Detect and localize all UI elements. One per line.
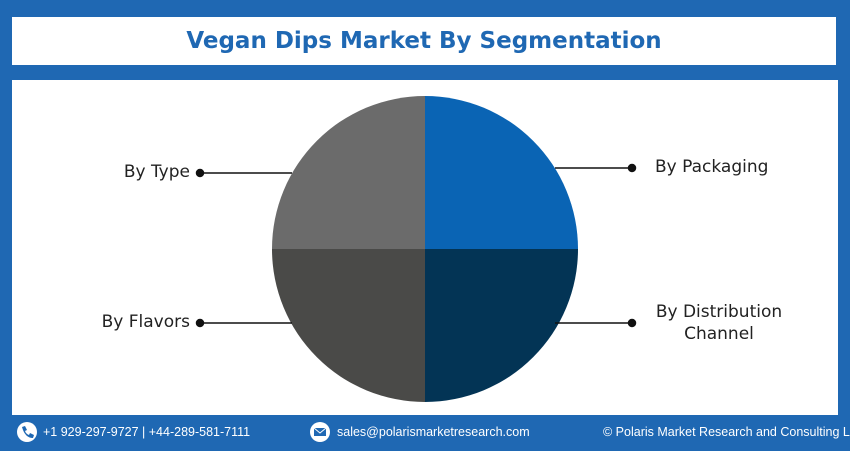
phone-icon [17, 422, 37, 442]
email-glyph [314, 428, 326, 436]
phone-glyph [22, 426, 34, 438]
footer-phone: +1 929-297-9727 | +44-289-581-7111 [43, 425, 251, 439]
connector-dot [627, 318, 637, 328]
segment-label: By Flavors [101, 312, 190, 332]
segment-slice [425, 249, 578, 402]
email-glyph [313, 427, 327, 434]
connector-dot [195, 318, 205, 328]
segment-slice [272, 249, 425, 402]
connector-dot [627, 163, 637, 173]
segment-label: By Packaging [655, 157, 769, 177]
segment-label: By Type [123, 162, 190, 182]
connector-dot [195, 168, 205, 178]
footer-copyright: © Polaris Market Research and Consulting… [603, 425, 850, 439]
footer-email: sales@polarismarketresearch.com [337, 425, 530, 439]
segment-slice [425, 96, 578, 249]
segment-label: By Distribution Channel [655, 302, 783, 344]
title-box: Vegan Dips Market By Segmentation [12, 17, 836, 65]
title: Vegan Dips Market By Segmentation [186, 28, 662, 54]
segment-slice [272, 96, 425, 249]
